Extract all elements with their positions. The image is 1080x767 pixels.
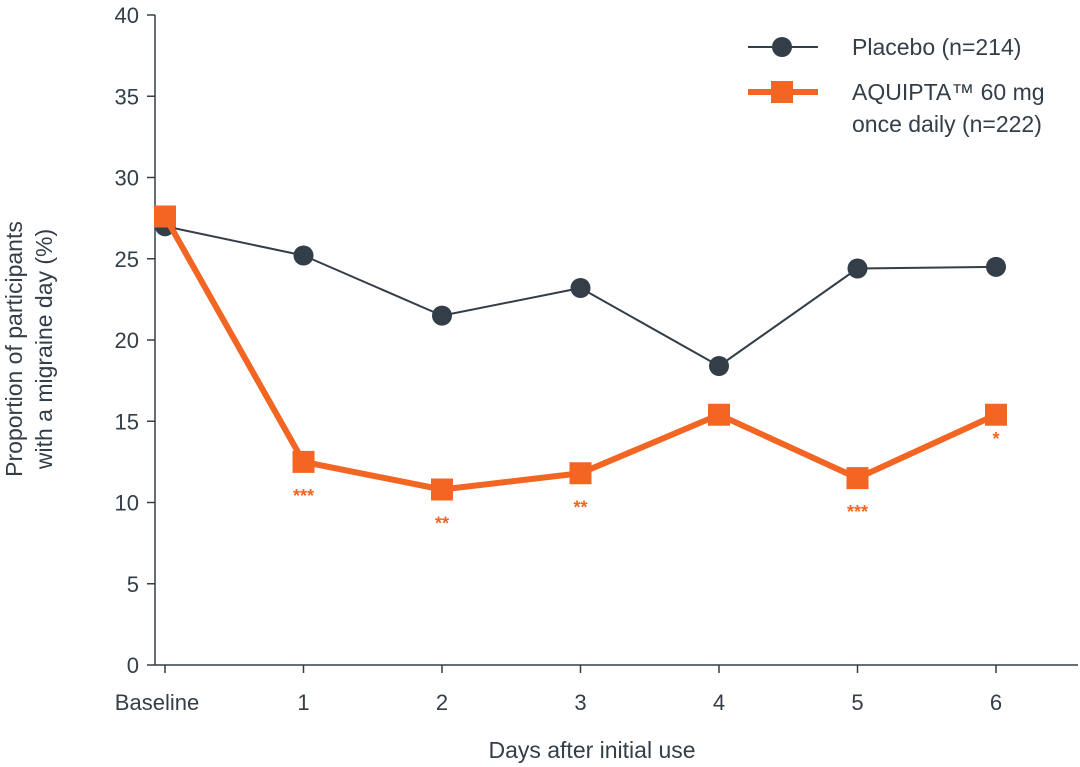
series-line bbox=[162, 215, 998, 493]
y-axis-title-line: Proportion of participants bbox=[1, 221, 27, 477]
y-axis-title: Proportion of participants with a migrain… bbox=[1, 221, 57, 477]
data-point bbox=[293, 245, 314, 266]
legend-label: AQUIPTA™ 60 mg bbox=[852, 79, 1045, 105]
data-point bbox=[847, 258, 868, 279]
series-aquipta: ******* **** bbox=[154, 205, 1007, 534]
legend-label: Placebo (n=214) bbox=[852, 34, 1021, 60]
x-tick-label: 5 bbox=[851, 690, 863, 715]
significance-label: *** bbox=[847, 502, 868, 522]
y-tick-label: 0 bbox=[127, 653, 139, 678]
data-point bbox=[986, 256, 1006, 277]
legend-item: AQUIPTA™ 60 mg once daily (n=222) bbox=[748, 79, 1045, 137]
data-point bbox=[431, 478, 453, 501]
x-tick-label: 3 bbox=[574, 690, 586, 715]
series-layer: ******* **** bbox=[154, 205, 1007, 534]
data-point bbox=[846, 467, 869, 490]
legend-swatch-marker bbox=[771, 81, 793, 103]
data-point bbox=[292, 450, 315, 473]
legend: Placebo (n=214) AQUIPTA™ 60 mg once daily … bbox=[748, 34, 1045, 137]
y-tick-label: 40 bbox=[115, 3, 139, 28]
data-point bbox=[569, 462, 592, 485]
significance-label: * bbox=[992, 429, 999, 449]
series-placebo bbox=[155, 216, 1006, 376]
legend-item: Placebo (n=214) bbox=[748, 34, 1021, 60]
y-axis: 0 5 10 15 20 25 30 35 40 bbox=[115, 3, 156, 678]
x-tick-label: 4 bbox=[713, 690, 725, 715]
legend-label: once daily (n=222) bbox=[852, 111, 1042, 137]
x-axis: Baseline 1 2 3 4 5 6 bbox=[115, 664, 1078, 715]
significance-label: ** bbox=[435, 514, 449, 534]
x-axis-title: Days after initial use bbox=[488, 737, 695, 763]
data-point bbox=[708, 403, 730, 426]
y-tick-label: 5 bbox=[127, 572, 139, 597]
y-tick-label: 20 bbox=[115, 328, 139, 353]
y-tick-label: 35 bbox=[115, 84, 139, 109]
significance-label: *** bbox=[293, 486, 314, 506]
data-point bbox=[985, 403, 1007, 426]
legend-swatch-marker bbox=[772, 37, 792, 57]
data-point bbox=[570, 278, 591, 298]
data-point bbox=[432, 305, 452, 326]
x-tick-label: 2 bbox=[436, 690, 448, 715]
x-tick-label: 1 bbox=[297, 690, 309, 715]
y-tick-label: 15 bbox=[115, 409, 139, 434]
significance-label: ** bbox=[573, 497, 587, 517]
data-point bbox=[709, 356, 729, 376]
y-axis-title-line: with a migraine day (%) bbox=[31, 229, 57, 470]
data-point bbox=[154, 205, 176, 228]
y-tick-label: 30 bbox=[115, 166, 139, 191]
x-tick-label: Baseline bbox=[115, 690, 199, 715]
x-tick-label: 6 bbox=[990, 690, 1002, 715]
y-tick-label: 25 bbox=[115, 247, 139, 272]
y-tick-label: 10 bbox=[115, 491, 139, 516]
